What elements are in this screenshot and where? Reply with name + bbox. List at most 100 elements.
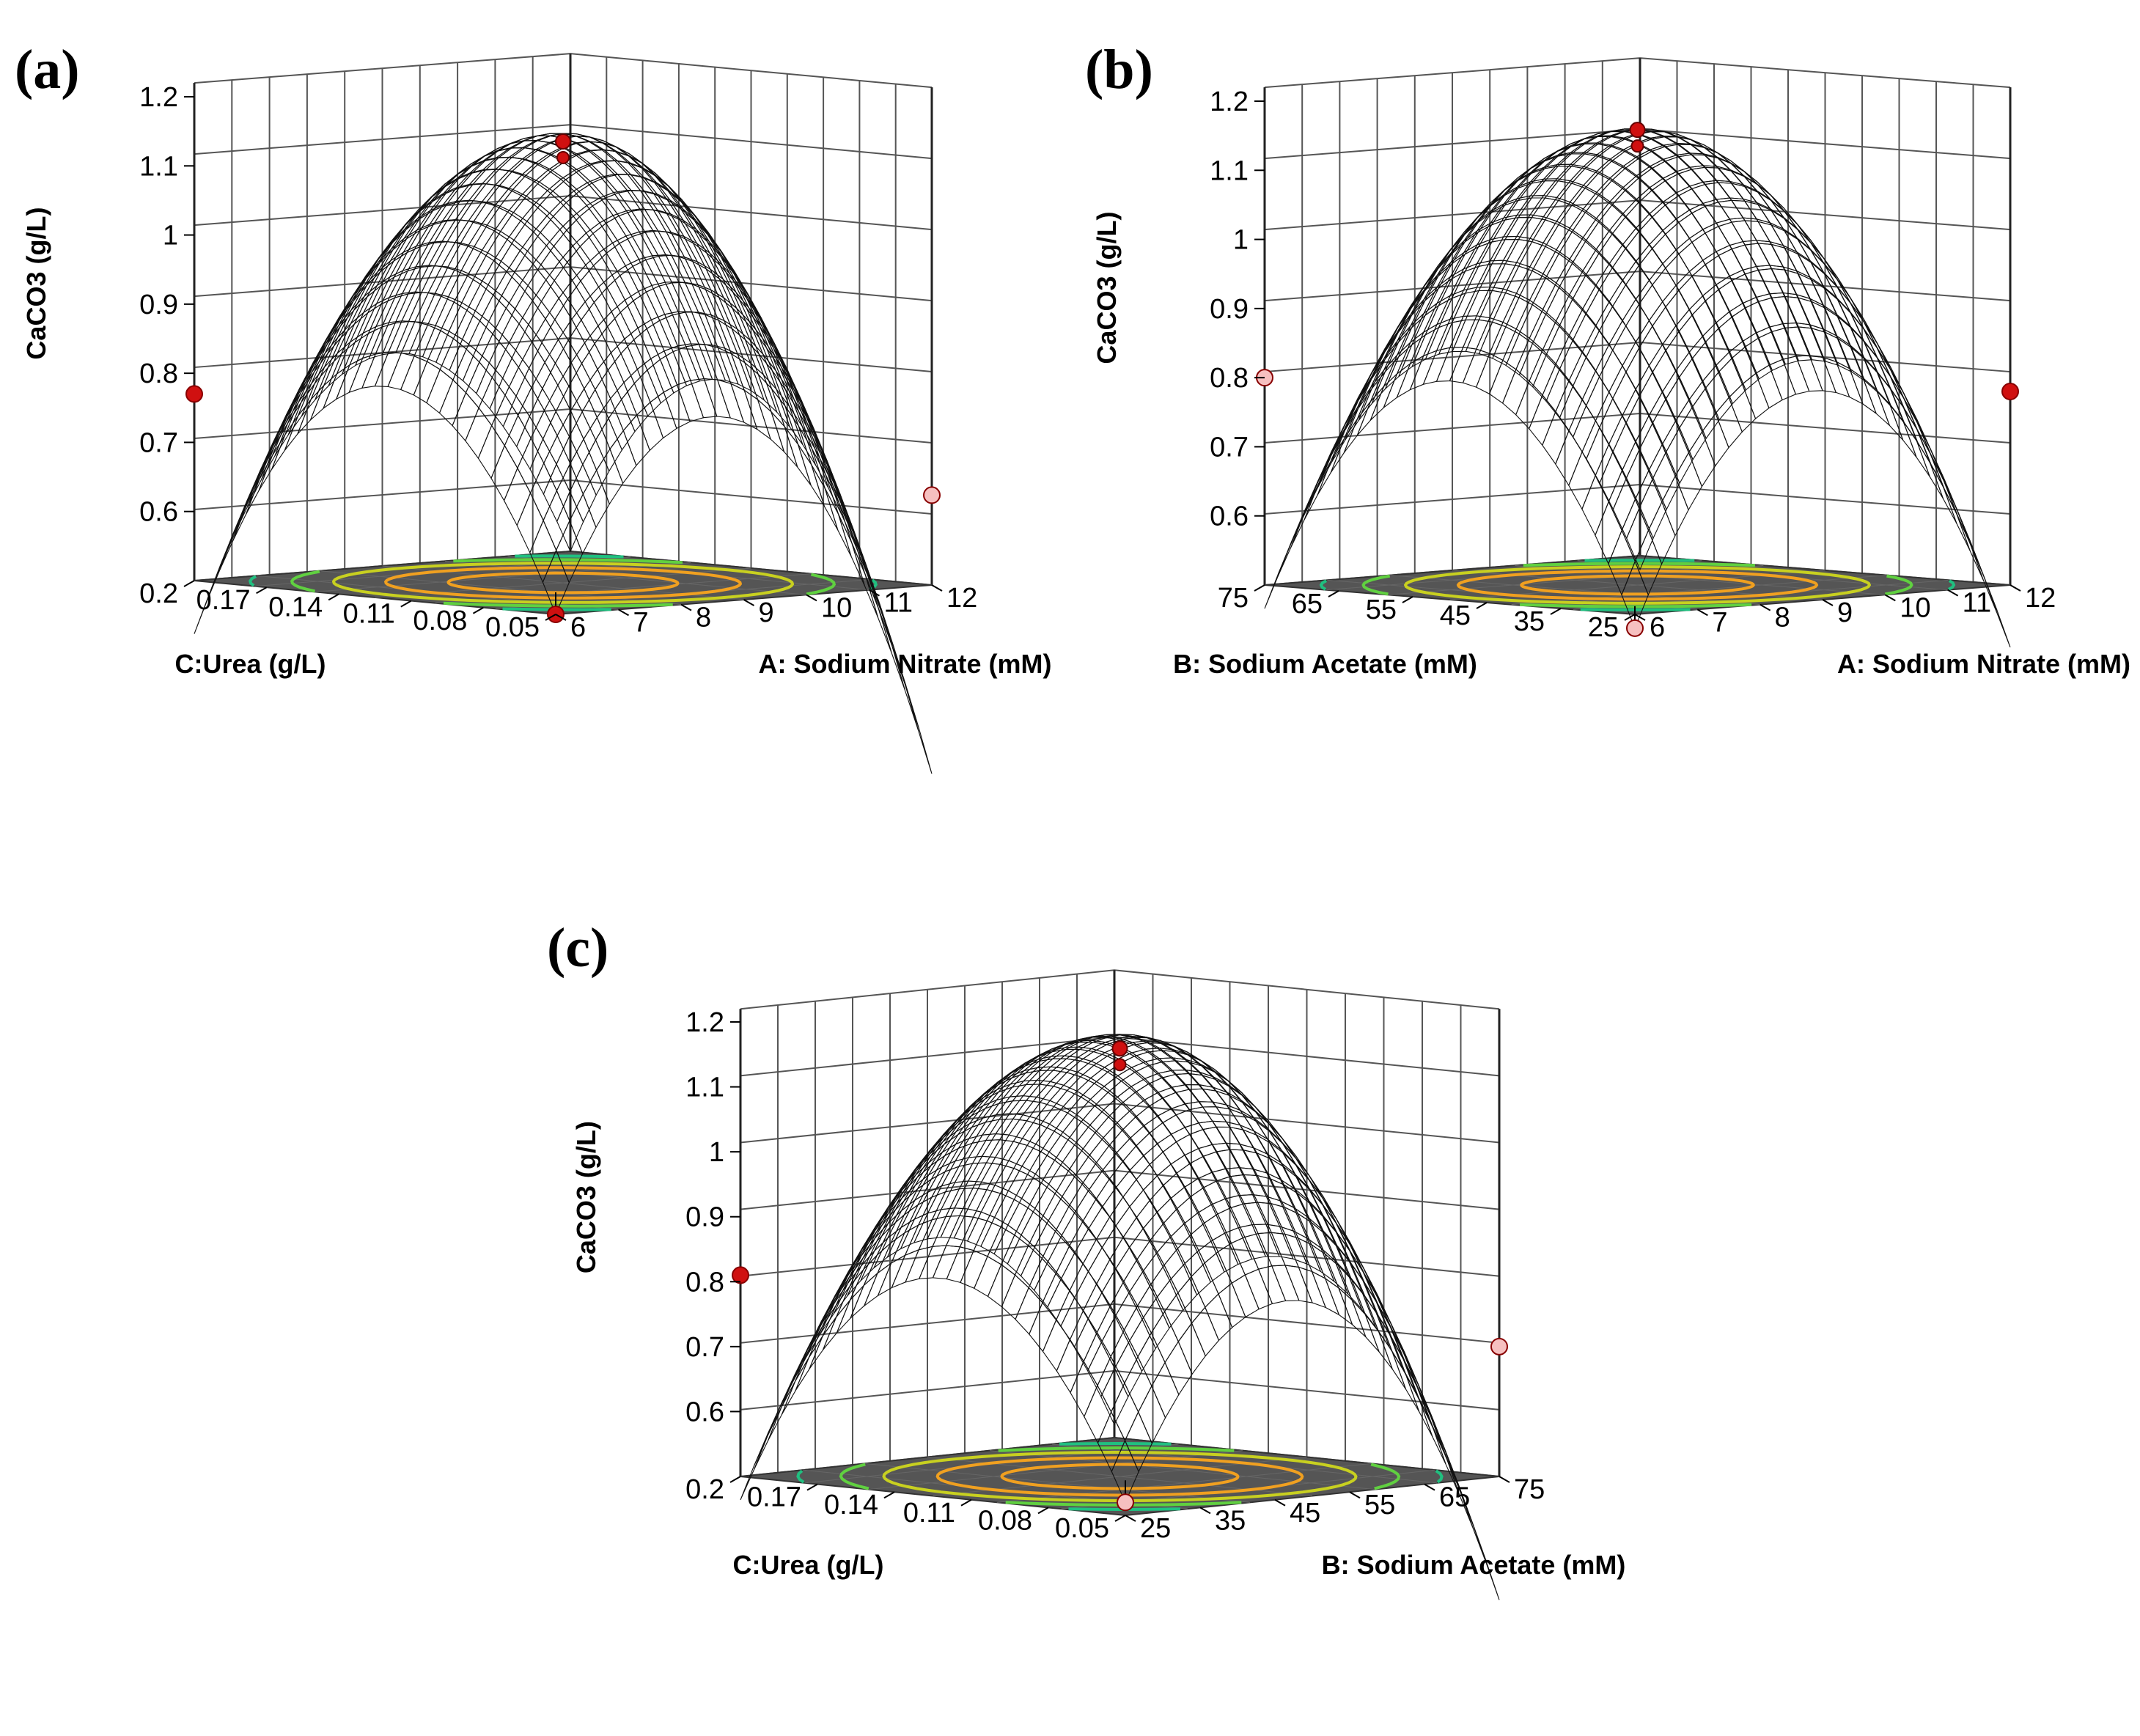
z-axis-label: CaCO3 (g/L) — [571, 1121, 601, 1273]
panel-label: (c) — [547, 917, 608, 979]
design-point-bottom — [1626, 619, 1644, 637]
x-tick-label: 7 — [1712, 607, 1727, 638]
floor-contour-1 — [935, 1456, 1304, 1497]
z-tick-label: 0.9 — [139, 290, 178, 320]
z-ticks: 0.6 0.7 0.8 0.9 1 1.1 1.2 — [1210, 87, 1265, 532]
y-tick-label: 0.14 — [824, 1490, 878, 1520]
z-tick-label: 0.8 — [1210, 363, 1249, 394]
x-axis-label: A: Sodium Nitrate (mM) — [759, 649, 1052, 679]
design-point-bottom — [1117, 1493, 1134, 1512]
y-tick-label: 75 — [1218, 583, 1249, 614]
z-tick-label: 0.7 — [1210, 432, 1249, 463]
design-point-right — [1490, 1337, 1508, 1356]
z-tick-label: 0.6 — [139, 497, 178, 528]
x-tick-label: 8 — [1775, 603, 1790, 633]
design-points — [1256, 122, 2019, 637]
y-tick-label: 0.05 — [1055, 1513, 1109, 1544]
floor-contour-2 — [882, 1450, 1358, 1503]
x-tick-label: 6 — [1650, 612, 1665, 643]
design-point-peak-2 — [1630, 139, 1644, 153]
floor-contour-plane — [740, 1436, 1500, 1517]
z-ticks: 0.6 0.7 0.8 0.9 1 1.1 1.2 — [139, 82, 194, 528]
design-point-left — [185, 385, 203, 403]
z-tick-label: 0.8 — [139, 358, 178, 389]
x-axis-label: A: Sodium Nitrate (mM) — [1837, 649, 2130, 679]
floor-contour-4 — [249, 554, 878, 611]
z-tick-label: 1.1 — [139, 151, 178, 182]
x-tick-label: 10 — [821, 592, 852, 623]
x-tick-label: 11 — [884, 588, 913, 619]
design-point-peak — [555, 133, 571, 150]
x-tick-label: 45 — [1290, 1498, 1320, 1529]
x-ticks: 6 7 8 9 10 11 12 — [555, 583, 977, 643]
x-tick-label: 6 — [570, 612, 586, 643]
x-tick-label: 12 — [946, 583, 977, 614]
x-tick-label: 35 — [1215, 1505, 1246, 1536]
z-tick-label: 0.8 — [685, 1267, 724, 1298]
floor-contour-plane — [194, 550, 933, 616]
floor-contour-2 — [1403, 565, 1872, 605]
x-tick-label: 9 — [1837, 597, 1853, 628]
y-tick-label: 0.11 — [343, 599, 395, 630]
floor-contour-2 — [331, 562, 795, 604]
floor-contour-0 — [1000, 1463, 1240, 1490]
y-axis-label: C:Urea (g/L) — [733, 1550, 884, 1580]
z-tick-label: 1 — [709, 1137, 724, 1168]
x-tick-label: 9 — [759, 597, 774, 628]
design-points — [185, 133, 941, 623]
y-axis-label: B: Sodium Acetate (mM) — [1173, 649, 1477, 679]
x-ticks: 6 7 8 9 10 11 12 — [1634, 583, 2056, 643]
x-tick-label: 12 — [2025, 583, 2056, 614]
y-tick-label: 0.17 — [196, 585, 251, 616]
design-point-right — [2001, 383, 2019, 400]
response-surface — [194, 133, 933, 774]
panel-label: (a) — [15, 39, 80, 100]
y-tick-label: 35 — [1514, 606, 1545, 637]
response-surface — [740, 1034, 1500, 1600]
x-ticks: 25 35 45 55 65 75 — [1125, 1474, 1545, 1544]
y-tick-label: 0.2 — [139, 578, 178, 609]
z-tick-label: 0.9 — [1210, 294, 1249, 325]
y-tick-label: 65 — [1292, 589, 1323, 619]
floor-contour-plane — [1264, 554, 2011, 616]
floor-contour-3 — [839, 1446, 1401, 1507]
design-points — [732, 1040, 1508, 1512]
design-point-peak-2 — [556, 151, 570, 164]
y-ticks: 0.05 0.08 0.11 0.14 0.17 0.2 — [139, 578, 556, 643]
x-tick-label: 7 — [633, 607, 649, 638]
z-tick-label: 1.2 — [139, 82, 178, 113]
z-tick-label: 0.6 — [685, 1397, 724, 1427]
x-tick-label: 8 — [696, 603, 711, 633]
x-tick-label: 65 — [1439, 1482, 1470, 1513]
floor-contour-1 — [1456, 569, 1819, 601]
z-tick-label: 1 — [1233, 225, 1249, 256]
floor-contour-1 — [383, 566, 743, 600]
design-point-peak — [1629, 122, 1646, 139]
y-tick-label: 45 — [1440, 600, 1471, 631]
floor-contour-4 — [796, 1441, 1444, 1512]
surface-chart-b: 0.6 0.7 0.8 0.9 1 1.1 1.2 CaCO3 (g/L) 25 35 45 55 65… — [1085, 39, 2130, 679]
y-tick-label: 0.2 — [685, 1474, 724, 1505]
z-tick-label: 1.2 — [1210, 87, 1249, 117]
y-tick-label: 0.05 — [485, 612, 540, 643]
y-tick-label: 0.08 — [413, 606, 467, 636]
x-tick-label: 55 — [1364, 1490, 1395, 1520]
y-tick-label: 55 — [1366, 595, 1397, 625]
design-point-peak — [1111, 1040, 1128, 1057]
z-tick-label: 1.2 — [685, 1007, 724, 1038]
x-axis-label: B: Sodium Acetate (mM) — [1322, 1550, 1626, 1580]
y-ticks: 25 35 45 55 65 75 — [1218, 583, 1636, 643]
z-tick-label: 0.7 — [685, 1332, 724, 1363]
y-tick-label: 0.17 — [747, 1482, 801, 1513]
x-tick-label: 11 — [1963, 588, 1991, 619]
z-axis-label: CaCO3 (g/L) — [21, 207, 51, 360]
x-tick-label: 10 — [1900, 592, 1930, 623]
z-tick-label: 1 — [163, 221, 178, 251]
floor-contour-3 — [290, 558, 836, 608]
z-tick-label: 0.6 — [1210, 501, 1249, 532]
z-axis-label: CaCO3 (g/L) — [1092, 212, 1122, 364]
z-ticks: 0.6 0.7 0.8 0.9 1 1.1 1.2 — [685, 1007, 740, 1427]
